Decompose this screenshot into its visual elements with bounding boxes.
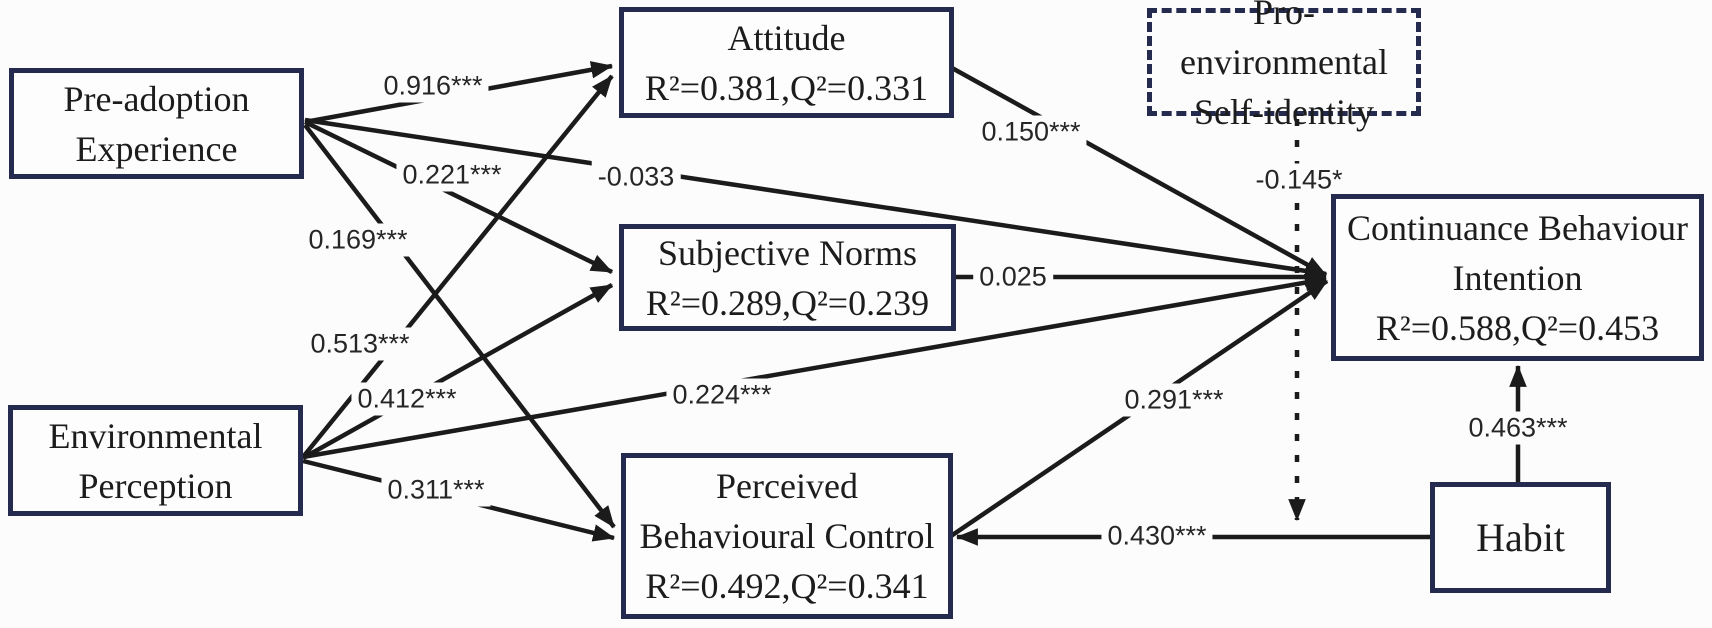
path-coefficient-subjective-norms-cbi: 0.025 — [973, 260, 1053, 294]
node-label: Pro-environmental Self-identity — [1180, 0, 1388, 132]
node-r2-q2-stats: R²=0.492,Q²=0.341 — [645, 566, 929, 606]
path-coefficient-pe-attitude: 0.916*** — [377, 69, 489, 103]
path-coefficient-pbc-cbi: 0.291*** — [1118, 383, 1230, 417]
path-coefficient-ep-pbc: 0.311*** — [381, 473, 491, 507]
edge-ep-subjective-norms-line — [301, 283, 614, 460]
edge-ep-cbi-line — [302, 273, 1328, 460]
path-coefficient-habit-cbi: 0.463*** — [1462, 411, 1574, 445]
path-coefficient-attitude-cbi: 0.150*** — [975, 115, 1087, 149]
path-coefficient-ep-cbi: 0.224*** — [666, 378, 778, 412]
node-pro-environmental-self-identity: Pro-environmental Self-identity — [1147, 0, 1421, 132]
node-r2-q2-stats: R²=0.381,Q²=0.331 — [644, 67, 929, 108]
node-label: Subjective Norms — [658, 232, 917, 273]
edge-attitude-cbi-line — [950, 66, 1328, 277]
path-coefficient-pe-pbc: 0.169*** — [302, 223, 414, 257]
node-attitude: Attitude R²=0.381,Q²=0.331 — [619, 7, 954, 118]
edge-pe-pbc-line — [303, 123, 616, 529]
path-coefficient-self-identity-moderation: -0.145* — [1249, 163, 1349, 197]
node-r2-q2-stats: R²=0.289,Q²=0.239 — [645, 282, 930, 323]
node-continuance-behaviour-intention: Continuance Behaviour Intention R²=0.588… — [1331, 194, 1704, 361]
node-label: Attitude — [727, 17, 846, 58]
path-coefficient-habit-pbc: 0.430*** — [1101, 519, 1213, 553]
node-perceived-behavioural-control: Perceived Behavioural Control R²=0.492,Q… — [621, 453, 953, 619]
node-label: Environmental Perception — [48, 415, 263, 506]
path-coefficient-pe-cbi: -0.033 — [591, 160, 681, 194]
node-pre-adoption-experience: Pre-adoption Experience — [9, 68, 304, 179]
edge-pe-cbi-line — [304, 117, 1328, 280]
edge-pe-subjective-norms-line — [304, 119, 613, 275]
node-label: Habit — [1476, 514, 1565, 560]
node-label: Pre-adoption Experience — [63, 78, 250, 169]
path-coefficient-ep-subjective-norms: 0.412*** — [351, 382, 463, 416]
node-label: Continuance Behaviour Intention — [1347, 207, 1688, 298]
node-label: Perceived Behavioural Control — [639, 466, 935, 556]
node-environmental-perception: Environmental Perception — [8, 405, 303, 516]
path-coefficient-ep-attitude: 0.513*** — [304, 327, 416, 361]
node-habit: Habit — [1430, 482, 1611, 593]
node-r2-q2-stats: R²=0.588,Q²=0.453 — [1375, 307, 1660, 348]
node-subjective-norms: Subjective Norms R²=0.289,Q²=0.239 — [619, 224, 956, 331]
path-coefficient-pe-subjective-norms: 0.221*** — [396, 158, 508, 192]
